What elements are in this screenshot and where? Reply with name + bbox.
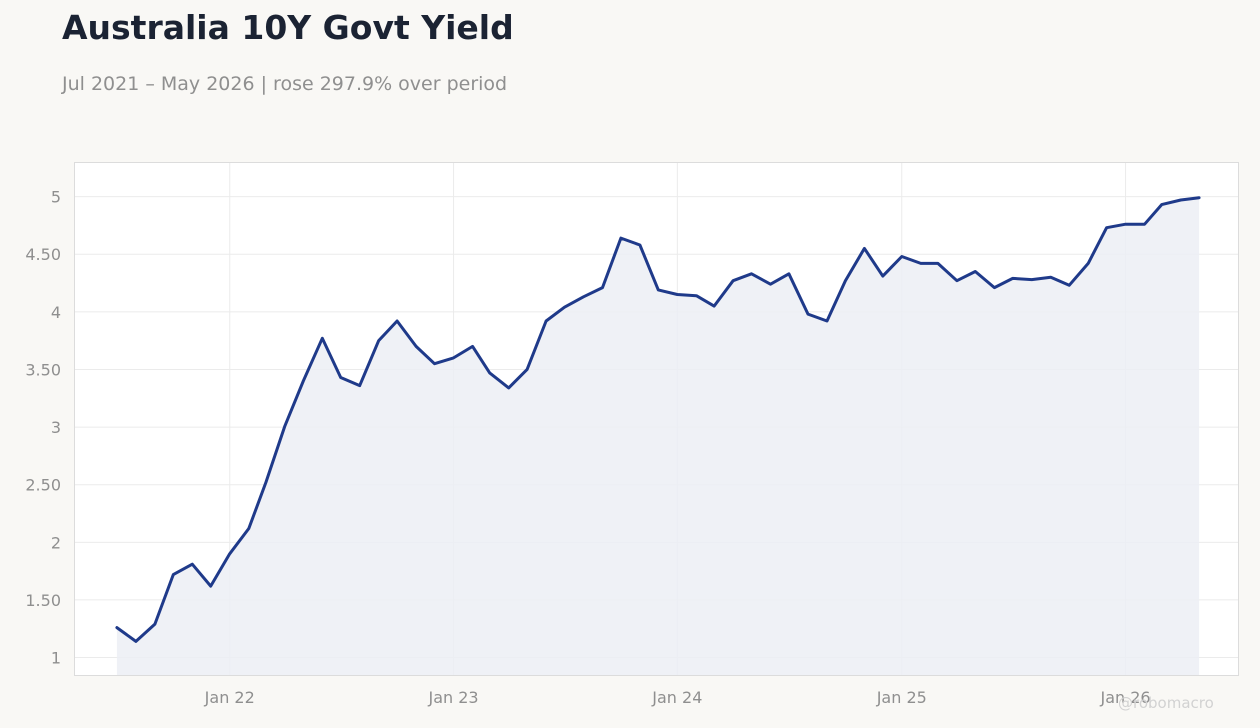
chart-subtitle: Jul 2021 – May 2026 | rose 297.9% over p… [62,73,508,95]
data-point [228,552,232,556]
watermark-credit: @robomacro [1118,694,1214,712]
data-point [134,639,138,643]
data-point [1160,203,1164,207]
data-point [395,319,399,323]
data-point [712,304,716,308]
data-point [787,272,791,276]
y-tick-label: 2 [51,533,61,552]
data-point [638,243,642,247]
data-point [656,288,660,292]
data-point [358,384,362,388]
yield-area-fill [116,197,1200,676]
data-point [320,336,324,340]
data-point [1086,261,1090,265]
x-tick-label: Jan 24 [651,688,702,707]
x-axis-ticks: Jan 22 Jan 23 Jan 24 Jan 25 Jan 26 [204,688,1151,707]
data-point [339,376,343,380]
data-point [601,286,605,290]
x-tick-label: Jan 26 [1100,688,1151,707]
data-point [919,261,923,265]
data-point [452,356,456,360]
data-point [414,344,418,348]
data-point [750,272,754,276]
data-point [1124,222,1128,226]
data-point [769,282,773,286]
chart-title: Australia 10Y Govt Yield [62,8,514,47]
data-point [507,386,511,390]
data-point [488,371,492,375]
data-point [806,312,810,316]
data-point [525,367,529,371]
y-tick-label: 4.50 [25,245,61,264]
x-tick-label: Jan 25 [876,688,927,707]
data-point [1049,275,1053,279]
y-tick-label: 2.50 [25,476,61,495]
data-point [881,274,885,278]
data-point [563,305,567,309]
data-point [377,339,381,343]
data-point [471,344,475,348]
data-point [1067,283,1071,287]
yield-series-line [115,196,1201,643]
y-tick-label: 1 [51,649,61,668]
data-point [1030,278,1034,282]
y-tick-label: 3.50 [25,360,61,379]
plot-frame [74,162,1239,676]
data-point [209,584,213,588]
y-axis-ticks: 1 1.50 2 2.50 3 3.50 4 4.50 5 [25,188,61,668]
x-tick-label: Jan 23 [427,688,478,707]
y-tick-label: 3 [51,418,61,437]
data-point [190,562,194,566]
x-tick-label: Jan 22 [204,688,255,707]
data-point [731,279,735,283]
y-tick-label: 5 [51,188,61,207]
data-point [900,255,904,259]
data-point [115,626,119,630]
data-point [171,573,175,577]
data-point [1179,198,1183,202]
data-point [862,246,866,250]
data-point [283,424,287,428]
y-tick-label: 4 [51,303,61,322]
data-point [153,622,157,626]
y-tick-label: 1.50 [25,591,61,610]
data-point [1143,222,1147,226]
data-point [955,279,959,283]
data-point [1011,276,1015,280]
data-point [843,279,847,283]
data-point [992,286,996,290]
data-point [301,379,305,383]
data-point [1197,196,1201,200]
data-point [544,319,548,323]
data-point [619,236,623,240]
data-point [247,527,251,531]
data-point [1105,226,1109,230]
data-point [433,362,437,366]
data-point [582,295,586,299]
data-point [973,270,977,274]
data-point [675,293,679,297]
data-point [694,294,698,298]
data-point [936,261,940,265]
data-point [825,319,829,323]
data-point [264,480,268,484]
